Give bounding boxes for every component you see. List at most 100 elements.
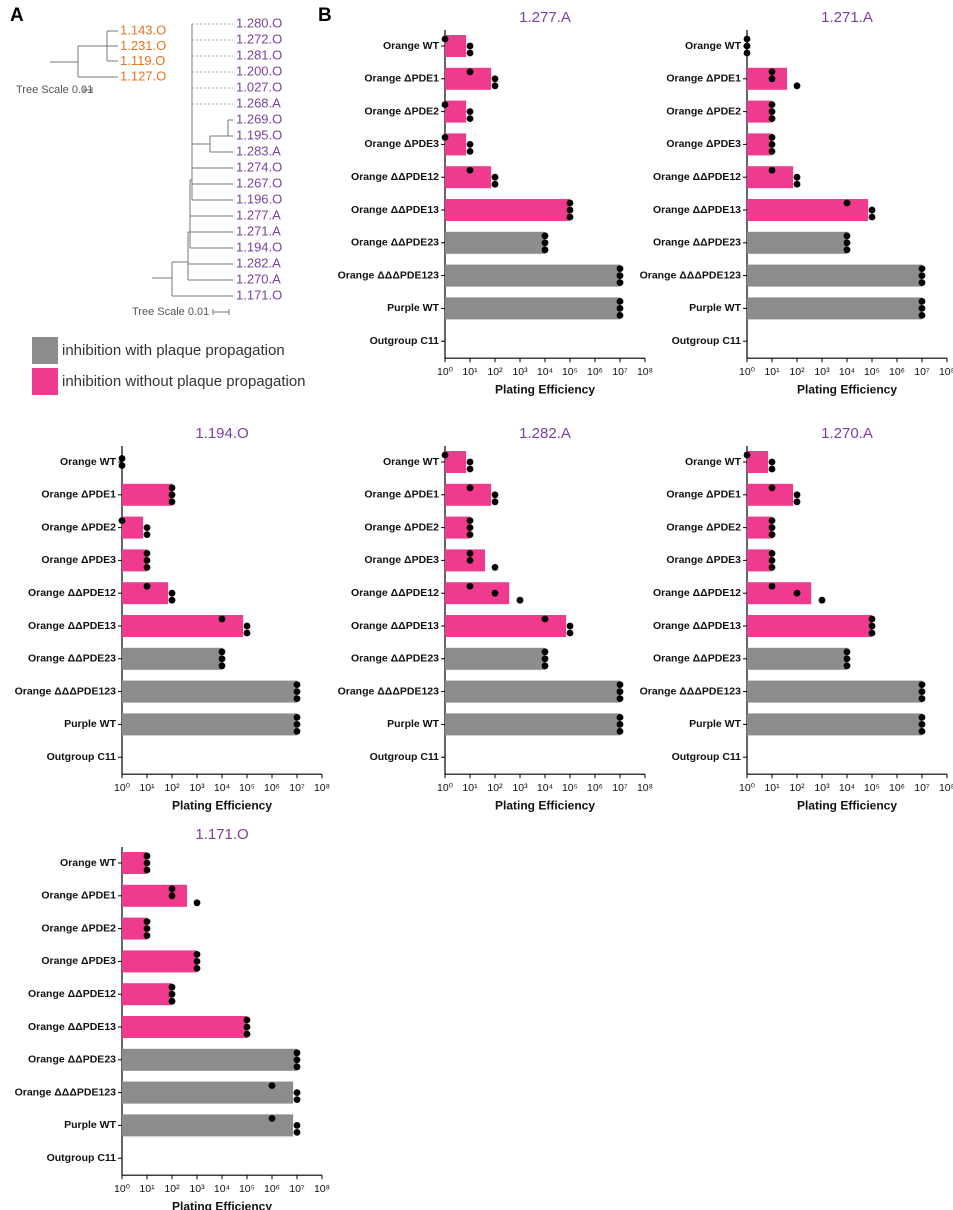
x-tick-label: 10⁶ bbox=[264, 1183, 280, 1195]
replicate-point bbox=[616, 312, 624, 319]
category-label: Orange ΔPDE2 bbox=[41, 922, 116, 934]
replicate-point bbox=[491, 173, 499, 181]
bar bbox=[445, 647, 545, 670]
replicate-point bbox=[743, 42, 751, 50]
replicate-point bbox=[293, 681, 301, 688]
chart-title: 1.277.A bbox=[519, 9, 571, 26]
replicate-point bbox=[918, 272, 926, 279]
replicate-point bbox=[466, 68, 474, 76]
replicate-point bbox=[293, 1096, 301, 1103]
category-label: Purple WT bbox=[64, 1119, 117, 1131]
replicate-point bbox=[118, 517, 126, 524]
replicate-point bbox=[466, 148, 474, 155]
bar bbox=[122, 917, 147, 940]
replicate-point bbox=[441, 134, 449, 141]
x-tick-label: 10⁵ bbox=[562, 782, 578, 794]
bar bbox=[445, 680, 620, 703]
x-tick-label: 10⁸ bbox=[314, 1183, 330, 1195]
bar bbox=[445, 582, 510, 605]
x-axis-label: Plating Efficiency bbox=[172, 798, 272, 812]
replicate-point bbox=[466, 524, 474, 531]
x-axis-label: Plating Efficiency bbox=[495, 382, 595, 396]
tree-leaf: 1.268.A bbox=[236, 95, 281, 110]
replicate-point bbox=[293, 714, 301, 721]
replicate-point bbox=[243, 1016, 251, 1024]
bar bbox=[747, 133, 772, 156]
replicate-point bbox=[293, 1129, 301, 1136]
category-label: Orange ΔPDE3 bbox=[364, 138, 439, 150]
x-tick-label: 10⁵ bbox=[864, 366, 880, 378]
tree-scale: Tree Scale 0.01 bbox=[16, 84, 93, 96]
category-label: Orange ΔPDE3 bbox=[364, 554, 439, 566]
replicate-point bbox=[143, 866, 151, 874]
replicate-point bbox=[843, 655, 851, 663]
replicate-point bbox=[793, 180, 801, 188]
replicate-point bbox=[491, 491, 499, 499]
bar bbox=[122, 1016, 247, 1038]
replicate-point bbox=[843, 199, 851, 207]
category-label: Orange ΔΔPDE13 bbox=[351, 204, 439, 216]
x-tick-label: 10² bbox=[487, 782, 503, 794]
tree-leaf: 1.277.A bbox=[236, 207, 281, 222]
tree-leaf: 1.274.O bbox=[236, 159, 282, 174]
replicate-point bbox=[143, 859, 151, 867]
replicate-point bbox=[616, 714, 624, 721]
x-tick-label: 10⁷ bbox=[289, 1183, 305, 1195]
x-tick-label: 10³ bbox=[512, 366, 528, 378]
replicate-point bbox=[293, 1056, 301, 1064]
bar bbox=[122, 483, 172, 506]
replicate-point bbox=[293, 728, 301, 735]
replicate-point bbox=[143, 550, 151, 557]
category-label: Orange ΔΔΔPDE123 bbox=[15, 685, 117, 697]
x-tick-label: 10² bbox=[789, 366, 805, 378]
replicate-point bbox=[566, 629, 574, 637]
bar bbox=[122, 983, 172, 1006]
replicate-point bbox=[566, 213, 574, 221]
replicate-point bbox=[143, 564, 151, 571]
category-label: Outgroup C11 bbox=[672, 335, 742, 347]
category-label: Purple WT bbox=[387, 302, 440, 314]
bar bbox=[445, 100, 467, 123]
bar bbox=[445, 516, 470, 539]
replicate-point bbox=[918, 305, 926, 312]
replicate-point bbox=[793, 82, 801, 90]
x-tick-label: 10² bbox=[164, 1183, 180, 1195]
replicate-point bbox=[293, 1063, 301, 1071]
x-tick-label: 10⁰ bbox=[437, 366, 453, 378]
replicate-point bbox=[768, 101, 776, 108]
replicate-point bbox=[616, 279, 624, 286]
replicate-point bbox=[768, 115, 776, 122]
category-label: Orange ΔΔPDE12 bbox=[351, 587, 439, 599]
replicate-point bbox=[918, 695, 926, 702]
replicate-point bbox=[843, 232, 851, 240]
x-tick-label: 10³ bbox=[814, 366, 830, 378]
bar bbox=[122, 852, 147, 874]
bar bbox=[445, 297, 620, 320]
x-tick-label: 10¹ bbox=[462, 782, 478, 794]
replicate-point bbox=[143, 582, 151, 590]
replicate-point bbox=[768, 458, 776, 466]
x-tick-label: 10¹ bbox=[139, 782, 155, 794]
replicate-point bbox=[768, 68, 776, 76]
replicate-point bbox=[541, 648, 549, 656]
replicate-point bbox=[168, 484, 176, 492]
category-label: Orange ΔPDE2 bbox=[41, 521, 116, 533]
replicate-point bbox=[466, 582, 474, 590]
category-label: Orange ΔPDE3 bbox=[666, 138, 741, 150]
category-label: Orange ΔΔPDE12 bbox=[653, 171, 741, 183]
category-label: Outgroup C11 bbox=[47, 751, 117, 763]
bar bbox=[747, 615, 872, 637]
legend-swatch bbox=[32, 337, 58, 364]
bar bbox=[122, 1048, 297, 1071]
replicate-point bbox=[868, 615, 876, 623]
x-tick-label: 10⁸ bbox=[637, 782, 653, 794]
replicate-point bbox=[466, 465, 474, 473]
x-tick-label: 10⁸ bbox=[939, 782, 953, 794]
replicate-point bbox=[218, 648, 226, 656]
x-tick-label: 10⁵ bbox=[562, 366, 578, 378]
chart-title: 1.271.A bbox=[821, 9, 873, 26]
replicate-point bbox=[466, 49, 474, 57]
x-tick-label: 10⁴ bbox=[537, 366, 553, 378]
bar bbox=[445, 133, 467, 156]
category-label: Orange ΔΔPDE12 bbox=[351, 171, 439, 183]
